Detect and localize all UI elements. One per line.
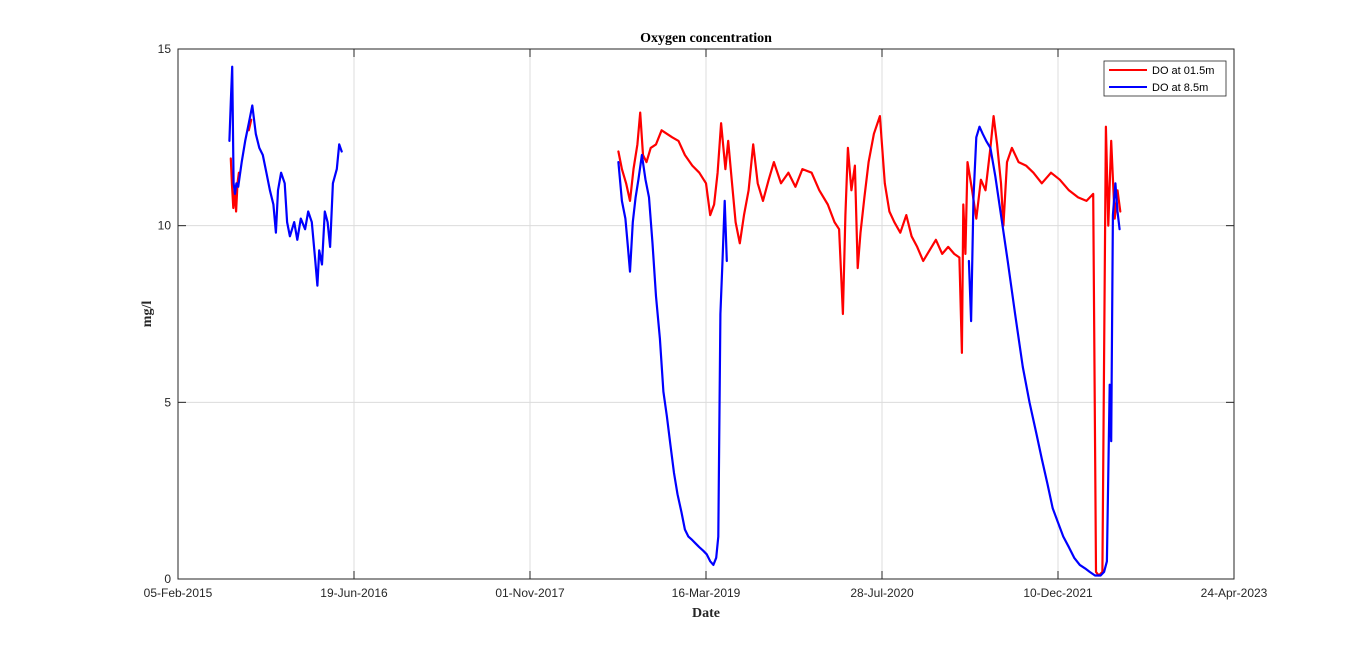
- series-line-do-at-8-5m: [967, 125, 1121, 577]
- series-line-do-at-8-5m: [617, 153, 728, 567]
- y-tick-label: 5: [164, 395, 171, 409]
- legend: DO at 01.5m DO at 8.5m: [1103, 60, 1227, 97]
- series-layer: [228, 65, 1122, 577]
- legend-box: [1103, 60, 1227, 97]
- gridlines: [178, 49, 1234, 579]
- y-tick-label: 0: [164, 572, 171, 586]
- x-tick-label: 16-Mar-2019: [672, 586, 741, 600]
- x-tick-label: 01-Nov-2017: [495, 586, 565, 600]
- y-tick-label: 15: [158, 42, 172, 56]
- x-tick-label: 28-Jul-2020: [850, 586, 914, 600]
- x-tick-label: 05-Feb-2015: [144, 586, 213, 600]
- x-tick-label: 10-Dec-2021: [1023, 586, 1093, 600]
- x-tick-label: 24-Apr-2023: [1201, 586, 1268, 600]
- y-axis-label: mg/l: [140, 301, 155, 328]
- chart-title: Oxygen concentration: [640, 31, 772, 46]
- x-tick-label: 19-Jun-2016: [320, 586, 388, 600]
- series-line-do-at-01-5m: [247, 118, 253, 132]
- axis-ticks: 05-Feb-2015 19-Jun-2016 01-Nov-2017 16-Mar-…: [144, 42, 1268, 600]
- y-tick-label: 10: [158, 219, 172, 233]
- legend-label-do-1-5m: DO at 01.5m: [1152, 65, 1214, 77]
- x-axis-label: Date: [692, 606, 720, 621]
- legend-label-do-8-5m: DO at 8.5m: [1152, 82, 1208, 94]
- series-line-do-at-01-5m: [617, 111, 1122, 577]
- series-line-do-at-8-5m: [228, 65, 343, 287]
